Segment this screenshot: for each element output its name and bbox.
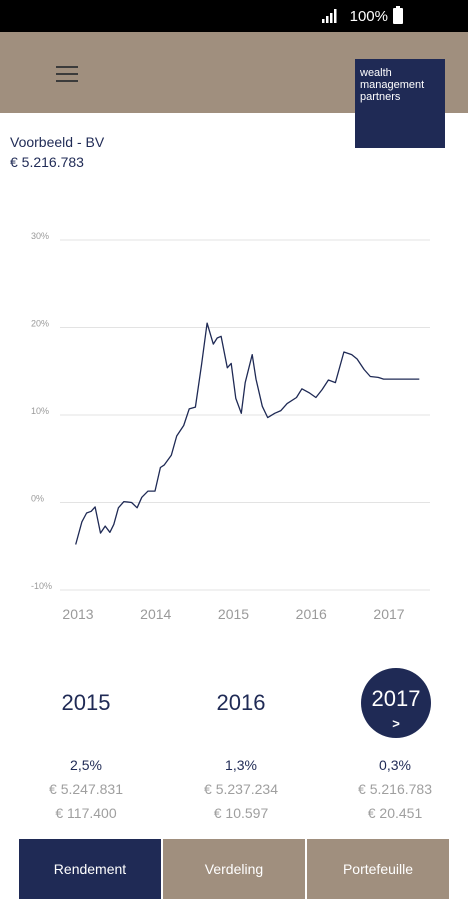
year-2016[interactable]: 2016: [166, 690, 316, 716]
logo-line-3: partners: [360, 91, 401, 103]
year-change: € 117.400: [55, 805, 117, 821]
year-change: € 20.451: [367, 805, 423, 821]
logo-line-1: wealth: [360, 67, 392, 79]
battery-icon: [392, 6, 403, 24]
year-2015[interactable]: 2015: [11, 690, 161, 716]
x-tick-label: 2016: [296, 606, 327, 622]
year-label: 2016: [216, 690, 266, 715]
logo: wealth management partners: [355, 59, 445, 148]
year-rendement: 1,3%: [225, 757, 257, 773]
year-label: 2017: [371, 686, 421, 711]
y-tick-label: 20%: [31, 319, 49, 329]
logo-line-2: management: [360, 79, 425, 91]
tab-portefeuille[interactable]: Portefeuille: [307, 839, 449, 899]
y-tick-label: 10%: [31, 406, 49, 416]
x-tick-label: 2014: [140, 606, 171, 622]
year-rendement: 2,5%: [70, 757, 102, 773]
battery-percent: 100%: [349, 7, 388, 25]
account-name: Voorbeeld - BV: [10, 134, 105, 150]
y-tick-label: 0%: [31, 494, 44, 504]
year-rendement: 0,3%: [379, 757, 411, 773]
year-stats-2015: 2,5% € 5.247.831 € 117.400: [11, 753, 161, 825]
year-value: € 5.247.831: [49, 781, 123, 797]
year-value: € 5.216.783: [358, 781, 432, 797]
y-tick-label: 30%: [31, 231, 49, 241]
year-stats-2016: 1,3% € 5.237.234 € 10.597: [166, 753, 316, 825]
performance-chart: 30% 20% 10% 0% -10% 2013 2014 2015 2016 2017: [31, 231, 430, 622]
y-tick-label: -10%: [31, 581, 52, 591]
signal-icon: [321, 9, 337, 23]
selected-year-circle[interactable]: 2017 >: [361, 668, 431, 738]
tab-verdeling[interactable]: Verdeling: [163, 839, 305, 899]
account-value: € 5.216.783: [10, 154, 84, 170]
tab-rendement[interactable]: Rendement: [19, 839, 161, 899]
menu-icon[interactable]: [56, 66, 78, 82]
bottom-tabs: Rendement Verdeling Portefeuille: [19, 839, 449, 899]
chevron-right-icon: >: [392, 716, 400, 731]
year-value: € 5.237.234: [204, 781, 278, 797]
x-tick-label: 2017: [373, 606, 404, 622]
year-change: € 10.597: [213, 805, 269, 821]
year-selector: 2015 2016 2017 > 2,5% € 5.247.831 € 117.…: [0, 660, 468, 821]
status-bar: 100%: [0, 0, 468, 32]
year-stats-2017: 0,3% € 5.216.783 € 20.451: [320, 753, 468, 825]
status-icons: 100%: [321, 6, 408, 25]
year-label: 2015: [61, 690, 111, 715]
x-tick-label: 2013: [62, 606, 93, 622]
x-tick-label: 2015: [218, 606, 249, 622]
series-line: [75, 322, 420, 545]
